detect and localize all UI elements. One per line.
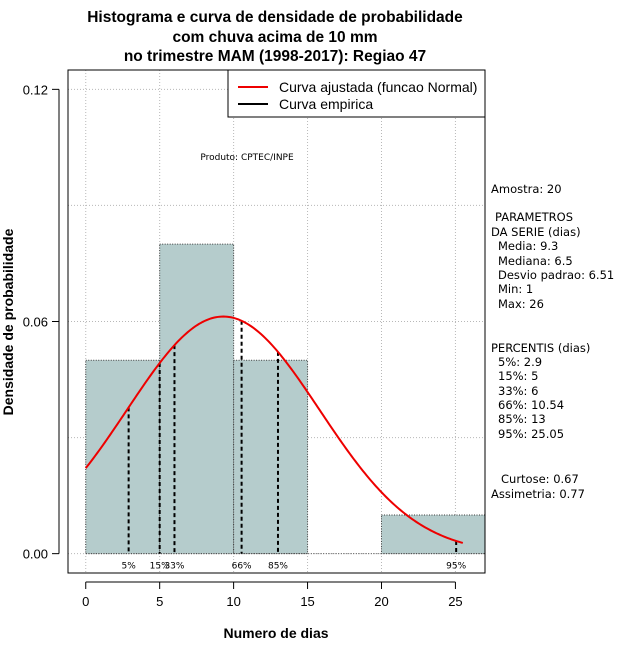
normal-curve bbox=[84, 315, 464, 544]
chart-title: Histograma e curva de densidade de proba… bbox=[87, 9, 463, 65]
x-tick-label: 0 bbox=[82, 594, 89, 609]
params-title-2: DA SERIE (dias) bbox=[491, 225, 581, 239]
legend-label-empirical: Curva empirica bbox=[279, 96, 373, 112]
percentile-label: 33% bbox=[164, 562, 184, 572]
histogram-bar bbox=[159, 243, 235, 555]
kurtosis: Curtose: 0.67 bbox=[501, 472, 579, 486]
percentile-5: 5%: 2.9 bbox=[498, 355, 542, 369]
percentile-label: 85% bbox=[268, 562, 288, 572]
percentiles-title: PERCENTIS (dias) bbox=[491, 341, 590, 355]
param-min: Min: 1 bbox=[498, 282, 533, 296]
title-line-2: com chuva acima de 10 mm bbox=[172, 29, 377, 46]
percentile-15: 15%: 5 bbox=[498, 369, 538, 383]
plot-frame bbox=[67, 69, 486, 574]
percentile-66: 66%: 10.54 bbox=[498, 398, 564, 412]
x-axis-label: Numero de dias bbox=[223, 625, 328, 641]
statistics-panel: Amostra: 20 PARAMETROS DA SERIE (dias) M… bbox=[491, 182, 614, 501]
histogram-bar bbox=[85, 359, 161, 555]
param-stddev: Desvio padrao: 6.51 bbox=[498, 268, 614, 282]
percentile-85: 85%: 13 bbox=[498, 412, 546, 426]
product-credit: Produto: CPTEC/INPE bbox=[200, 153, 294, 163]
percentile-label: 95% bbox=[446, 562, 466, 572]
x-tick-label: 10 bbox=[226, 594, 240, 609]
histogram-bar bbox=[380, 514, 486, 555]
title-line-1: Histograma e curva de densidade de proba… bbox=[87, 9, 463, 26]
x-tick-label: 15 bbox=[300, 594, 314, 609]
percentile-lines: 5% 15%33% 66% 85% 95% bbox=[121, 320, 467, 572]
param-median: Mediana: 6.5 bbox=[498, 254, 573, 268]
normal-curve-layer bbox=[84, 315, 464, 544]
percentile-95: 95%: 25.05 bbox=[498, 427, 564, 441]
y-tick-label: 0.00 bbox=[23, 547, 48, 562]
histogram-bar bbox=[233, 359, 309, 555]
title-line-3: no trimestre MAM (1998-2017): Regiao 47 bbox=[124, 48, 426, 65]
histogram-bars bbox=[85, 243, 486, 555]
y-tick-label: 0.06 bbox=[23, 315, 48, 330]
params-title-1: PARAMETROS bbox=[495, 210, 573, 224]
percentile-label: 66% bbox=[232, 562, 252, 572]
x-tick-label: 5 bbox=[156, 594, 163, 609]
percentile-label: 5% bbox=[121, 562, 136, 572]
legend-box bbox=[227, 69, 486, 118]
x-axis: 0 5 10 15 20 25 bbox=[82, 581, 463, 609]
legend: Curva ajustada (funcao Normal) Curva emp… bbox=[227, 69, 486, 118]
y-axis-label: Densidade de probabilidade bbox=[0, 228, 16, 415]
y-axis: 0.00 0.06 0.12 bbox=[23, 82, 60, 562]
y-tick-label: 0.12 bbox=[23, 82, 48, 97]
x-tick-label: 20 bbox=[374, 594, 388, 609]
sample-size: Amostra: 20 bbox=[491, 182, 562, 196]
percentile-33: 33%: 6 bbox=[498, 384, 538, 398]
x-tick-label: 25 bbox=[448, 594, 462, 609]
percentile-label: 15% bbox=[150, 562, 170, 572]
skewness: Assimetria: 0.77 bbox=[491, 487, 585, 501]
param-mean: Media: 9.3 bbox=[498, 239, 558, 253]
legend-label-fitted: Curva ajustada (funcao Normal) bbox=[279, 79, 477, 95]
param-max: Max: 26 bbox=[498, 297, 544, 311]
